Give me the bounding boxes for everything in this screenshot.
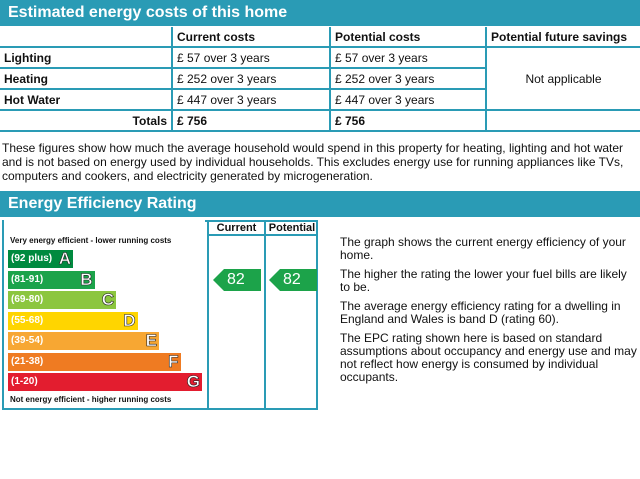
rating-band-a: (92 plus) A <box>8 249 73 269</box>
empty-header-cell <box>0 27 173 48</box>
table-header-row: Current costs Potential costs Potential … <box>0 27 640 48</box>
potential-cost-cell: £ 447 over 3 years <box>329 88 486 111</box>
band-range: (21-38) <box>11 355 44 367</box>
potential-cost-cell: £ 252 over 3 years <box>329 67 486 90</box>
empty-cell <box>485 109 640 132</box>
band-range: (81-91) <box>11 273 44 285</box>
current-rating-arrow: 82 <box>213 268 261 291</box>
rating-band-b: (81-91) B <box>8 269 95 289</box>
potential-rating-arrow: 82 <box>269 268 317 291</box>
band-range: (55-68) <box>11 314 44 326</box>
row-label: Heating <box>0 67 173 90</box>
band-letter: B <box>80 269 93 289</box>
divider <box>207 234 318 236</box>
table-row: Lighting £ 57 over 3 years £ 57 over 3 y… <box>0 46 640 111</box>
rating-band-f: (21-38) F <box>8 351 181 371</box>
potential-costs-header: Potential costs <box>329 27 487 48</box>
rating-value: 82 <box>283 270 301 288</box>
band-letter: D <box>123 310 136 330</box>
band-range: (1-20) <box>11 376 38 387</box>
current-cost-cell: £ 252 over 3 years <box>171 67 331 90</box>
arrow-shape <box>213 268 261 291</box>
divider <box>264 220 266 408</box>
savings-cell: Not applicable <box>485 46 640 111</box>
rating-band-c: (69-80) C <box>8 290 116 310</box>
band-letter: A <box>58 249 71 269</box>
explanation-paragraph: The graph shows the current energy effic… <box>340 235 626 262</box>
costs-note: These figures show how much the average … <box>2 141 624 183</box>
band-range: (69-80) <box>11 294 44 305</box>
totals-label: Totals <box>0 109 173 132</box>
totals-row: Totals £ 756 £ 756 <box>0 109 640 132</box>
bottom-caption: Not energy efficient - higher running co… <box>10 395 172 404</box>
energy-rating-chart: Current Potential Very energy efficient … <box>2 220 318 410</box>
current-total-cell: £ 756 <box>171 109 331 132</box>
potential-total-cell: £ 756 <box>329 109 487 132</box>
potential-column-header: Potential <box>268 222 316 234</box>
band-range: (39-54) <box>11 335 44 346</box>
current-column-header: Current <box>216 222 257 234</box>
current-cost-cell: £ 57 over 3 years <box>171 46 331 69</box>
potential-savings-header: Potential future savings <box>485 27 640 48</box>
rating-value: 82 <box>227 270 245 288</box>
band-letter: C <box>101 290 114 310</box>
rating-explanation: The graph shows the current energy effic… <box>340 236 638 390</box>
energy-costs-title: Estimated energy costs of this home <box>0 0 640 26</box>
band-range: (92 plus) <box>11 253 53 264</box>
table-row: Heating £ 252 over 3 years £ 252 over 3 … <box>0 67 640 90</box>
current-cost-cell: £ 447 over 3 years <box>171 88 331 111</box>
current-costs-header: Current costs <box>171 27 331 48</box>
row-label: Lighting <box>0 46 173 69</box>
arrow-shape <box>269 268 317 291</box>
divider <box>207 220 209 408</box>
chart-top-border <box>205 220 318 222</box>
explanation-paragraph: The higher the rating the lower your fue… <box>340 267 627 294</box>
energy-rating-title: Energy Efficiency Rating <box>0 191 640 217</box>
rating-band-d: (55-68) D <box>8 310 138 330</box>
band-letter: E <box>145 331 157 351</box>
explanation-paragraph: The EPC rating shown here is based on st… <box>340 331 637 384</box>
rating-band-g: (1-20) G <box>8 372 202 392</box>
row-label: Hot Water <box>0 88 173 111</box>
table-row: Hot Water £ 447 over 3 years £ 447 over … <box>0 88 640 111</box>
band-letter: G <box>186 372 200 392</box>
potential-cost-cell: £ 57 over 3 years <box>329 46 487 69</box>
rating-band-e: (39-54) E <box>8 331 159 351</box>
band-letter: F <box>168 351 179 371</box>
energy-costs-table: Current costs Potential costs Potential … <box>0 27 640 132</box>
top-caption: Very energy efficient - lower running co… <box>10 236 172 245</box>
explanation-paragraph: The average energy efficiency rating for… <box>340 299 621 326</box>
